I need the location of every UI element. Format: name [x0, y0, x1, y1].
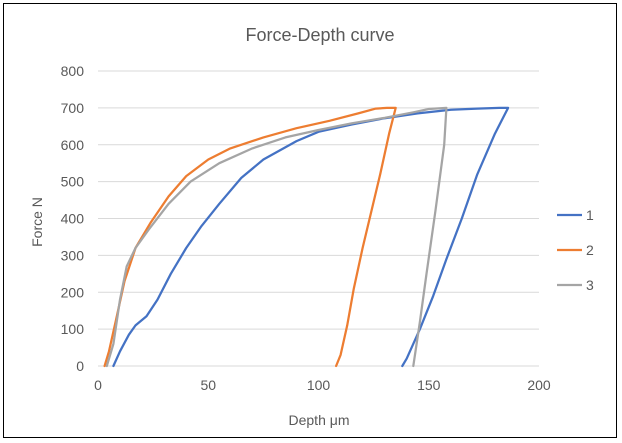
y-tick-label: 500: [61, 174, 85, 190]
x-tick-label: 50: [200, 377, 216, 393]
chart-frame: Force-Depth curve 0 100 200 300 400 500 600 700…: [3, 3, 617, 438]
x-tick-label: 150: [417, 377, 441, 393]
force-depth-chart: Force-Depth curve 0100200300400500600700…: [29, 25, 594, 428]
series-lines: [103, 106, 510, 368]
chart-title: Force-Depth curve: [245, 25, 394, 45]
legend: 1 2 3: [557, 207, 594, 293]
series-line-2: [103, 106, 397, 368]
y-tick-label: 0: [76, 358, 84, 374]
y-tick-labels: 0 100 200 300 400 500 600 700 800: [61, 63, 85, 374]
y-tick-label: 600: [61, 137, 85, 153]
y-tick-label: 200: [61, 284, 85, 300]
y-tick-label: 800: [61, 63, 85, 79]
y-tick-label: 400: [61, 211, 85, 227]
x-axis-label: Depth μm: [289, 412, 350, 428]
y-tick-label: 700: [61, 100, 85, 116]
x-tick-labels: 0 50 100 150 200: [94, 377, 551, 393]
y-tick-label: 300: [61, 247, 85, 263]
x-tick-label: 200: [527, 377, 551, 393]
legend-label-2: 2: [586, 242, 594, 258]
legend-label-1: 1: [586, 207, 594, 223]
y-tick-label: 100: [61, 321, 85, 337]
legend-label-3: 3: [586, 277, 594, 293]
series-line-1: [112, 106, 510, 368]
series-line-3: [105, 106, 448, 368]
x-tick-label: 0: [94, 377, 102, 393]
gridlines: [98, 70, 539, 367]
x-tick-label: 100: [307, 377, 331, 393]
y-axis-label: Force N: [29, 197, 45, 247]
